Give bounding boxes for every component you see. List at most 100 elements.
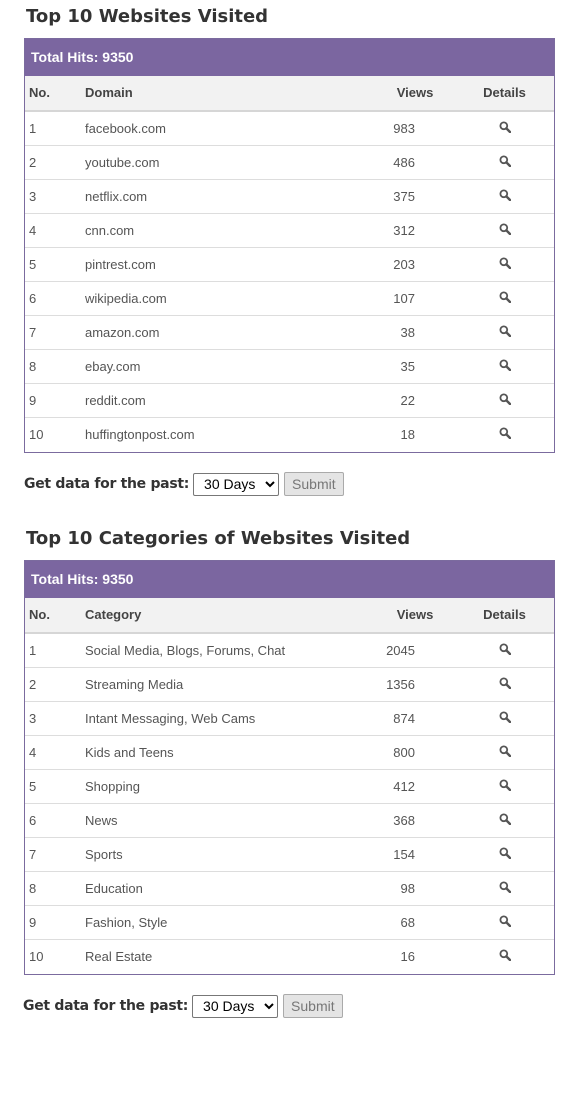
- row-category: Real Estate: [85, 949, 153, 964]
- period-select[interactable]: 30 Days: [192, 994, 279, 1018]
- row-details-cell: [455, 112, 554, 145]
- table-row: 10 huffingtonpost.com 18: [25, 418, 554, 452]
- row-details-cell: [455, 384, 554, 417]
- row-details-cell: [455, 872, 554, 905]
- row-domain: youtube.com: [85, 155, 160, 170]
- col-no-header: No.: [29, 607, 50, 622]
- table-row: 2 youtube.com 486: [25, 146, 554, 180]
- table-row: 3 Intant Messaging, Web Cams 874: [25, 702, 554, 736]
- submit-button[interactable]: Submit: [283, 994, 343, 1018]
- row-details-cell: [455, 634, 554, 667]
- websites-period-form: Get data for the past: 30 Days Submit: [24, 472, 344, 496]
- row-number: 6: [29, 813, 37, 828]
- col-views-header: Views: [396, 85, 434, 100]
- magnifier-icon[interactable]: [499, 282, 511, 315]
- col-category-header: Category: [85, 607, 142, 622]
- categories-period-form: Get data for the past: 30 Days Submit: [23, 994, 343, 1018]
- row-details-cell: [455, 418, 554, 452]
- row-category: News: [85, 813, 118, 828]
- magnifier-icon[interactable]: [499, 906, 511, 939]
- col-no-header: No.: [29, 85, 50, 100]
- row-details-cell: [455, 350, 554, 383]
- magnifier-icon[interactable]: [499, 248, 511, 281]
- period-select[interactable]: 30 Days: [193, 472, 280, 496]
- table-row: 5 pintrest.com 203: [25, 248, 554, 282]
- magnifier-icon[interactable]: [499, 214, 511, 247]
- row-details-cell: [455, 146, 554, 179]
- magnifier-icon[interactable]: [499, 838, 511, 871]
- row-views: 107: [393, 291, 415, 306]
- row-domain: facebook.com: [85, 121, 166, 136]
- magnifier-icon[interactable]: [499, 770, 511, 803]
- row-details-cell: [455, 770, 554, 803]
- row-number: 10: [29, 949, 44, 964]
- categories-title: Top 10 Categories of Websites Visited: [26, 528, 411, 549]
- col-details-header: Details: [483, 85, 526, 100]
- row-details-cell: [455, 282, 554, 315]
- magnifier-icon[interactable]: [499, 804, 511, 837]
- row-views: 38: [400, 325, 415, 340]
- magnifier-icon[interactable]: [499, 180, 511, 213]
- row-views: 203: [393, 257, 415, 272]
- row-domain: reddit.com: [85, 393, 146, 408]
- row-views: 874: [393, 711, 415, 726]
- row-details-cell: [455, 906, 554, 939]
- row-details-cell: [455, 316, 554, 349]
- col-details-header: Details: [483, 607, 526, 622]
- table-row: 8 Education 98: [25, 872, 554, 906]
- row-views: 368: [393, 813, 415, 828]
- magnifier-icon[interactable]: [499, 418, 511, 451]
- row-number: 8: [29, 359, 37, 374]
- row-details-cell: [455, 702, 554, 735]
- row-domain: wikipedia.com: [85, 291, 167, 306]
- col-views-header: Views: [396, 607, 434, 622]
- magnifier-icon[interactable]: [499, 736, 511, 769]
- row-views: 18: [400, 427, 415, 442]
- row-category: Intant Messaging, Web Cams: [85, 711, 256, 726]
- row-number: 4: [29, 223, 37, 238]
- row-views: 412: [393, 779, 415, 794]
- row-details-cell: [455, 668, 554, 701]
- row-domain: pintrest.com: [85, 257, 156, 272]
- row-number: 3: [29, 189, 37, 204]
- row-number: 9: [29, 915, 37, 930]
- magnifier-icon[interactable]: [499, 634, 511, 667]
- table-row: 6 News 368: [25, 804, 554, 838]
- row-views: 22: [400, 393, 415, 408]
- table-row: 4 cnn.com 312: [25, 214, 554, 248]
- magnifier-icon[interactable]: [499, 350, 511, 383]
- table-row: 9 reddit.com 22: [25, 384, 554, 418]
- row-views: 2045: [386, 643, 415, 658]
- row-details-cell: [455, 248, 554, 281]
- websites-title: Top 10 Websites Visited: [26, 6, 269, 27]
- categories-rows: 1 Social Media, Blogs, Forums, Chat 2045 2 S…: [25, 634, 554, 974]
- magnifier-icon[interactable]: [499, 146, 511, 179]
- submit-button[interactable]: Submit: [284, 472, 344, 496]
- magnifier-icon[interactable]: [499, 384, 511, 417]
- row-views: 312: [393, 223, 415, 238]
- websites-section: Top 10 Websites Visited Total Hits: 9350…: [24, 6, 555, 501]
- row-category: Education: [85, 881, 143, 896]
- row-number: 10: [29, 427, 44, 442]
- table-row: 7 amazon.com 38: [25, 316, 554, 350]
- table-row: 3 netflix.com 375: [25, 180, 554, 214]
- row-views: 486: [393, 155, 415, 170]
- table-row: 4 Kids and Teens 800: [25, 736, 554, 770]
- row-details-cell: [455, 736, 554, 769]
- row-category: Sports: [85, 847, 123, 862]
- row-details-cell: [455, 940, 554, 974]
- row-views: 35: [400, 359, 415, 374]
- magnifier-icon[interactable]: [499, 316, 511, 349]
- row-number: 3: [29, 711, 37, 726]
- row-views: 68: [400, 915, 415, 930]
- magnifier-icon[interactable]: [499, 668, 511, 701]
- magnifier-icon[interactable]: [499, 872, 511, 905]
- magnifier-icon[interactable]: [499, 702, 511, 735]
- row-domain: amazon.com: [85, 325, 160, 340]
- row-number: 1: [29, 643, 37, 658]
- row-category: Fashion, Style: [85, 915, 168, 930]
- websites-table: Total Hits: 9350 No. Domain Views Detail…: [24, 38, 555, 453]
- categories-section: Top 10 Categories of Websites Visited To…: [23, 528, 555, 1023]
- magnifier-icon[interactable]: [499, 940, 511, 973]
- magnifier-icon[interactable]: [499, 112, 511, 145]
